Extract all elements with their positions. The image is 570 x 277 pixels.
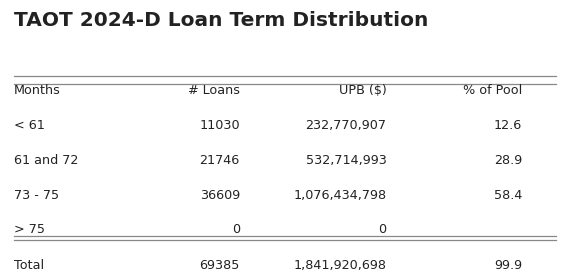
Text: UPB ($): UPB ($) <box>339 84 386 97</box>
Text: Months: Months <box>14 84 61 97</box>
Text: Total: Total <box>14 259 44 272</box>
Text: < 61: < 61 <box>14 119 45 132</box>
Text: 232,770,907: 232,770,907 <box>306 119 386 132</box>
Text: % of Pool: % of Pool <box>463 84 522 97</box>
Text: > 75: > 75 <box>14 223 45 236</box>
Text: 61 and 72: 61 and 72 <box>14 154 79 167</box>
Text: # Loans: # Loans <box>188 84 240 97</box>
Text: 1,076,434,798: 1,076,434,798 <box>294 189 386 202</box>
Text: 21746: 21746 <box>200 154 240 167</box>
Text: 28.9: 28.9 <box>494 154 522 167</box>
Text: 1,841,920,698: 1,841,920,698 <box>294 259 386 272</box>
Text: 73 - 75: 73 - 75 <box>14 189 59 202</box>
Text: 36609: 36609 <box>200 189 240 202</box>
Text: 532,714,993: 532,714,993 <box>306 154 386 167</box>
Text: 0: 0 <box>378 223 386 236</box>
Text: 99.9: 99.9 <box>494 259 522 272</box>
Text: 12.6: 12.6 <box>494 119 522 132</box>
Text: 0: 0 <box>232 223 240 236</box>
Text: 58.4: 58.4 <box>494 189 522 202</box>
Text: 69385: 69385 <box>200 259 240 272</box>
Text: 11030: 11030 <box>200 119 240 132</box>
Text: TAOT 2024-D Loan Term Distribution: TAOT 2024-D Loan Term Distribution <box>14 11 429 30</box>
